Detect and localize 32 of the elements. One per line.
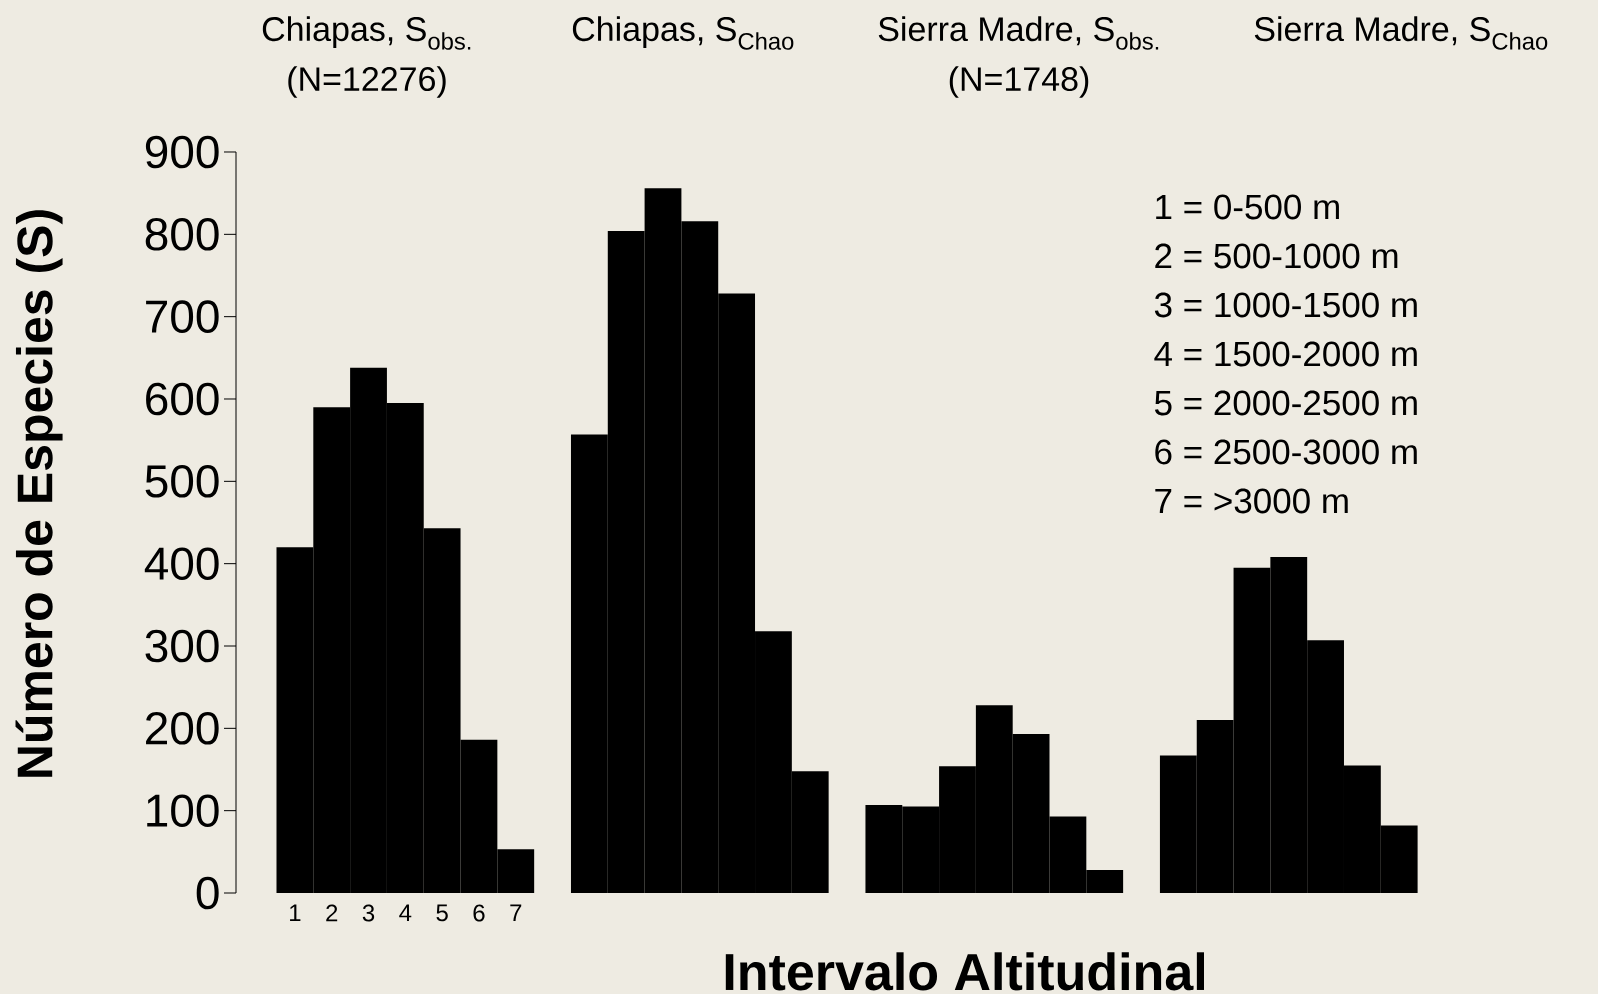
text: (N=12276)	[288, 66, 446, 98]
y-tick-label: 0	[196, 876, 219, 910]
y-tick-label: 500	[145, 465, 219, 498]
text: Chiapas, S$_{Chao}$	[572, 16, 794, 50]
x-tick-label: 2	[326, 904, 338, 922]
annotation: 7 = >3000 m	[1155, 488, 1348, 514]
x-tick-label: 5	[436, 904, 448, 922]
annotation: 3 = 1000-1500 m	[1154, 292, 1417, 318]
y-tick-label: 600	[146, 382, 219, 416]
x-tick-label: 4	[399, 904, 412, 922]
x-axis-title: Intervalo Altitudinal	[725, 952, 1204, 991]
y-tick-label: 800	[145, 218, 219, 251]
y-tick-label: 100	[147, 794, 219, 827]
text: Sierra Madre, S$_{Chao}$	[1254, 16, 1548, 50]
y-tick-label: 700	[146, 300, 219, 333]
text: Chiapas, S$_{obs.}$	[262, 16, 471, 50]
text: Sierra Madre, S$_{obs.}$	[878, 16, 1159, 50]
x-tick-label: 1	[290, 904, 301, 922]
annotation: 4 = 1500-2000 m	[1154, 341, 1417, 367]
annotation: 5 = 2000-2500 m	[1154, 390, 1417, 416]
annotation: 1 = 0-500 m	[1156, 194, 1339, 220]
y-tick-label: 900	[145, 135, 219, 169]
annotation: 2 = 500-1000 m	[1155, 243, 1398, 269]
x-tick-label: 3	[362, 904, 375, 922]
y-tick-label: 200	[146, 712, 219, 745]
y-axis-title: Número de Especies (S)	[15, 210, 63, 777]
text: (N=1748)	[949, 66, 1089, 98]
y-tick-label: 300	[145, 629, 219, 663]
x-tick-label: 6	[473, 904, 485, 922]
y-tick-label: 400	[144, 547, 219, 580]
annotation: 6 = 2500-3000 m	[1155, 439, 1417, 465]
x-tick-label: 7	[510, 904, 522, 922]
